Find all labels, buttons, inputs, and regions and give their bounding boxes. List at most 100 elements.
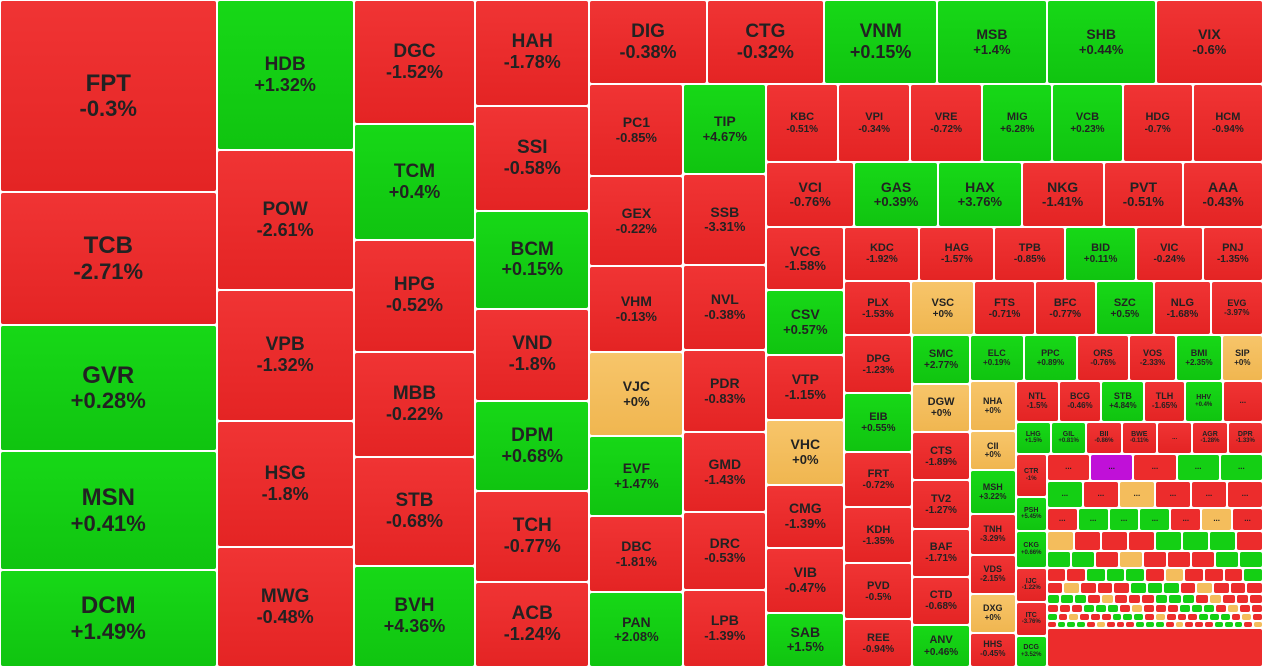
tile-small-cap[interactable]	[1073, 531, 1101, 552]
tile-small-cap[interactable]	[1165, 613, 1177, 622]
tile-ctr[interactable]: CTR -1%	[1015, 454, 1047, 497]
tile-small-cap[interactable]	[1163, 582, 1180, 595]
tile-dgc[interactable]: DGC -1.52%	[353, 0, 476, 125]
tile-small-cap[interactable]	[1094, 604, 1107, 614]
tile-small-cap[interactable]	[1125, 568, 1146, 583]
tile-pan[interactable]: PAN +2.08%	[589, 592, 684, 667]
tile-small-cap[interactable]	[1086, 568, 1106, 583]
tile-small-cap[interactable]	[1250, 604, 1263, 614]
tile-hpg[interactable]: HPG -0.52%	[353, 239, 476, 352]
tile-small-cap[interactable]	[1115, 621, 1126, 629]
tile-small-cap[interactable]	[1095, 621, 1106, 629]
tile-small-cap[interactable]: ...	[1077, 508, 1109, 532]
tile-small-cap[interactable]: ...	[1046, 454, 1091, 482]
tile-tpb[interactable]: TPB -0.85%	[994, 227, 1066, 281]
tile-small-cap[interactable]	[1063, 582, 1081, 595]
tile-gvr[interactable]: GVR +0.28%	[0, 324, 217, 452]
tile-hsg[interactable]: HSG -1.8%	[216, 420, 354, 548]
tile-tv2[interactable]: TV2 -1.27%	[912, 480, 970, 529]
tile-small-cap[interactable]	[1154, 594, 1169, 605]
tile-acb[interactable]: ACB -1.24%	[475, 581, 590, 667]
tile-small-cap[interactable]	[1146, 582, 1164, 595]
tile-evg[interactable]: EVG -3.97%	[1210, 280, 1263, 336]
tile-vhc[interactable]: VHC +0%	[766, 419, 845, 485]
tile-kdh[interactable]: KDH -1.35%	[844, 507, 913, 564]
tile-small-cap[interactable]	[1105, 621, 1116, 629]
tile-small-cap[interactable]	[1222, 594, 1236, 605]
tile-small-cap[interactable]	[1057, 613, 1069, 622]
tile-small-cap[interactable]	[1066, 568, 1087, 583]
tile-small-cap[interactable]: ...	[1118, 481, 1155, 509]
tile-gas[interactable]: GAS +0.39%	[854, 162, 938, 227]
tile-frt[interactable]: FRT -0.72%	[844, 451, 913, 508]
tile-bmi[interactable]: BMI +2.35%	[1176, 335, 1222, 382]
tile-dpm[interactable]: DPM +0.68%	[475, 401, 590, 492]
tile-small-cap[interactable]	[1252, 613, 1263, 622]
tile-small-cap[interactable]	[1246, 582, 1263, 595]
tile-small-cap[interactable]	[1208, 531, 1236, 552]
tile-nha[interactable]: NHA +0%	[969, 381, 1016, 432]
tile-mwg[interactable]: MWG -0.48%	[216, 547, 354, 667]
tile-vci[interactable]: VCI -0.76%	[766, 162, 855, 227]
tile-small-cap[interactable]	[1046, 531, 1074, 552]
tile-small-cap[interactable]	[1118, 604, 1131, 614]
tile-small-cap[interactable]	[1179, 582, 1197, 595]
tile-small-cap[interactable]	[1213, 621, 1224, 629]
tile-small-cap[interactable]	[1130, 604, 1143, 614]
tile-small-cap[interactable]: ...	[1090, 454, 1134, 482]
tile-small-cap[interactable]	[1214, 604, 1227, 614]
tile-small-cap[interactable]	[1241, 613, 1253, 622]
tile-shb[interactable]: SHB +0.44%	[1046, 0, 1156, 84]
tile-small-cap[interactable]	[1181, 531, 1209, 552]
tile-gex[interactable]: GEX -0.22%	[589, 176, 684, 266]
tile-small-cap[interactable]	[1235, 594, 1250, 605]
tile-sip[interactable]: SIP +0%	[1221, 335, 1263, 382]
tile-evf[interactable]: EVF +1.47%	[589, 436, 684, 516]
tile-mig[interactable]: MIG +6.28%	[982, 84, 1053, 162]
tile-hag[interactable]: HAG -1.57%	[919, 227, 995, 281]
tile-tlh[interactable]: TLH -1.65%	[1144, 381, 1185, 422]
tile-hah[interactable]: HAH -1.78%	[475, 0, 590, 106]
tile-small-cap[interactable]	[1129, 582, 1147, 595]
tile-dcg[interactable]: DCG +3.52%	[1015, 635, 1047, 667]
tile-stb[interactable]: STB +4.84%	[1101, 381, 1145, 422]
tile-small-cap[interactable]	[1184, 621, 1195, 629]
tile-small-cap[interactable]	[1090, 613, 1101, 622]
tile-anv[interactable]: ANV +0.46%	[912, 625, 970, 667]
tile-vix[interactable]: VIX -0.6%	[1155, 0, 1263, 84]
tile-hhs[interactable]: HHS -0.45%	[969, 632, 1016, 667]
tile-dig[interactable]: DIG -0.38%	[589, 0, 707, 84]
tile-small-cap[interactable]	[1122, 613, 1134, 622]
tile-small-cap[interactable]: ...	[1219, 454, 1263, 482]
tile-lpb[interactable]: LPB -1.39%	[683, 589, 767, 667]
tile-small-cap[interactable]	[1190, 551, 1215, 569]
tile-small-cap[interactable]	[1214, 551, 1239, 569]
tile-small-cap[interactable]	[1154, 531, 1182, 552]
tile-small-cap[interactable]	[1166, 551, 1191, 569]
tile-small-cap[interactable]	[1235, 531, 1263, 552]
tile-sab[interactable]: SAB +1.5%	[766, 612, 845, 667]
tile-small-cap[interactable]	[1164, 621, 1175, 629]
tile-small-cap[interactable]	[1208, 594, 1223, 605]
tile-small-cap[interactable]	[1174, 621, 1185, 629]
tile-small-cap[interactable]	[1243, 568, 1263, 583]
tile-agr[interactable]: AGR -1.28%	[1192, 421, 1228, 455]
tile-small-cap[interactable]	[1187, 613, 1199, 622]
tile-small-cap[interactable]	[1176, 613, 1188, 622]
tile-small-cap[interactable]	[1144, 613, 1155, 622]
tile-smc[interactable]: SMC +2.77%	[912, 335, 970, 384]
tile-ssi[interactable]: SSI -0.58%	[475, 105, 590, 212]
tile-small-cap[interactable]	[1060, 594, 1074, 605]
tile-small-cap[interactable]	[1154, 621, 1165, 629]
tile-small-cap[interactable]: ...	[1190, 481, 1227, 509]
tile-mbb[interactable]: MBB -0.22%	[353, 351, 476, 457]
tile-pvt[interactable]: PVT -0.51%	[1103, 162, 1184, 227]
tile-small-cap[interactable]	[1223, 621, 1234, 629]
tile-cmg[interactable]: CMG -1.39%	[766, 484, 845, 548]
tile-bid[interactable]: BID +0.11%	[1065, 227, 1136, 281]
tile-small-cap[interactable]	[1087, 594, 1101, 605]
tile-bcg[interactable]: BCG -0.46%	[1058, 381, 1102, 422]
tile-vib[interactable]: VIB -0.47%	[766, 547, 845, 613]
tile-hcm[interactable]: HCM -0.94%	[1192, 84, 1263, 162]
tile-small-cap[interactable]	[1194, 621, 1205, 629]
